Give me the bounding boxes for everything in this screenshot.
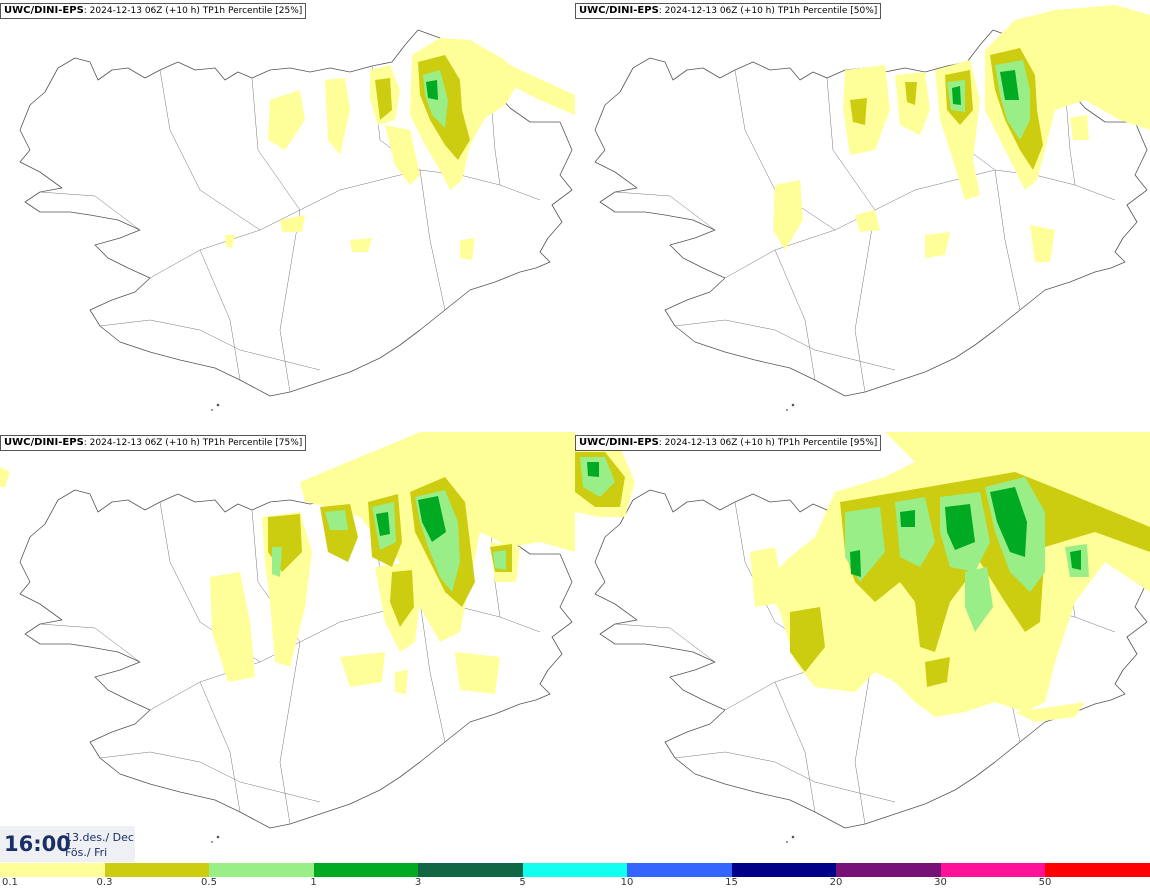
- panel-title: UWC/DINI-EPS: 2024-12-13 06Z (+10 h) TP1…: [0, 435, 307, 451]
- legend-swatch: [836, 863, 941, 877]
- model-name: UWC/DINI-EPS: [579, 437, 659, 448]
- panel-title: UWC/DINI-EPS: 2024-12-13 06Z (+10 h) TP1…: [575, 3, 882, 19]
- legend-label: 0.5: [201, 877, 217, 888]
- legend-label: 15: [725, 877, 738, 888]
- legend-label: 5: [519, 877, 526, 888]
- legend-label: 0.3: [96, 877, 113, 888]
- precip-overlay: [773, 5, 1150, 262]
- legend-swatch: [418, 863, 523, 877]
- model-name: UWC/DINI-EPS: [4, 5, 84, 16]
- precip-map-p25: [19, 29, 575, 412]
- legend-label: 50: [1038, 877, 1052, 888]
- field-name: TP1h Percentile [95%]: [777, 438, 878, 448]
- valid-date: 13.des./ Dec: [65, 831, 134, 844]
- precip-map-p95: [575, 432, 1150, 844]
- legend-swatch: [731, 863, 837, 877]
- run-info: : 2024-12-13 06Z (+10 h): [83, 438, 203, 448]
- legend-swatch: [522, 863, 628, 877]
- map-panel-p25: UWC/DINI-EPS: 2024-12-13 06Z (+10 h) TP1…: [0, 0, 575, 432]
- panel-title: UWC/DINI-EPS: 2024-12-13 06Z (+10 h) TP1…: [575, 435, 882, 451]
- legend-label: 20: [829, 877, 843, 888]
- run-info: : 2024-12-13 06Z (+10 h): [658, 6, 778, 16]
- legend-label: 30: [934, 877, 947, 888]
- legend-swatch: [0, 863, 105, 877]
- legend-swatch: [209, 863, 314, 877]
- legend-swatch: [940, 863, 1046, 877]
- map-panel-p95: UWC/DINI-EPS: 2024-12-13 06Z (+10 h) TP1…: [575, 432, 1150, 864]
- color-legend-labels: 0.1 0.3 0.5 1 3 5 10 15 20 30 50: [0, 877, 1150, 891]
- model-name: UWC/DINI-EPS: [579, 5, 659, 16]
- model-name: UWC/DINI-EPS: [4, 437, 84, 448]
- map-panel-p75: UWC/DINI-EPS: 2024-12-13 06Z (+10 h) TP1…: [0, 432, 575, 864]
- field-name: TP1h Percentile [25%]: [202, 6, 303, 16]
- legend-swatch: [104, 863, 210, 877]
- legend-label: 3: [414, 877, 422, 888]
- panel-title: UWC/DINI-EPS: 2024-12-13 06Z (+10 h) TP1…: [0, 3, 307, 19]
- precip-overlay: [575, 432, 1150, 722]
- valid-weekday: Fös./ Fri: [65, 846, 108, 859]
- legend-label: 10: [620, 877, 634, 888]
- legend-label: 0.1: [2, 877, 18, 888]
- valid-time-box: 16:00 13.des./ Dec Fös./ Fri: [0, 826, 135, 862]
- precip-overlay: [225, 38, 575, 260]
- valid-time-clock: 16:00: [4, 832, 71, 856]
- precip-map-p50: [594, 5, 1150, 412]
- field-name: TP1h Percentile [50%]: [777, 6, 878, 16]
- precip-map-p75: [0, 432, 575, 844]
- legend-label: 1: [310, 877, 317, 888]
- legend-swatch: [627, 863, 732, 877]
- run-info: : 2024-12-13 06Z (+10 h): [83, 6, 203, 16]
- color-legend-bar: [0, 863, 1150, 877]
- legend-swatch: [313, 863, 419, 877]
- field-name: TP1h Percentile [75%]: [202, 438, 303, 448]
- precip-overlay: [0, 432, 575, 694]
- run-info: : 2024-12-13 06Z (+10 h): [658, 438, 778, 448]
- map-panel-p50: UWC/DINI-EPS: 2024-12-13 06Z (+10 h) TP1…: [575, 0, 1150, 432]
- legend-swatch: [1045, 863, 1150, 877]
